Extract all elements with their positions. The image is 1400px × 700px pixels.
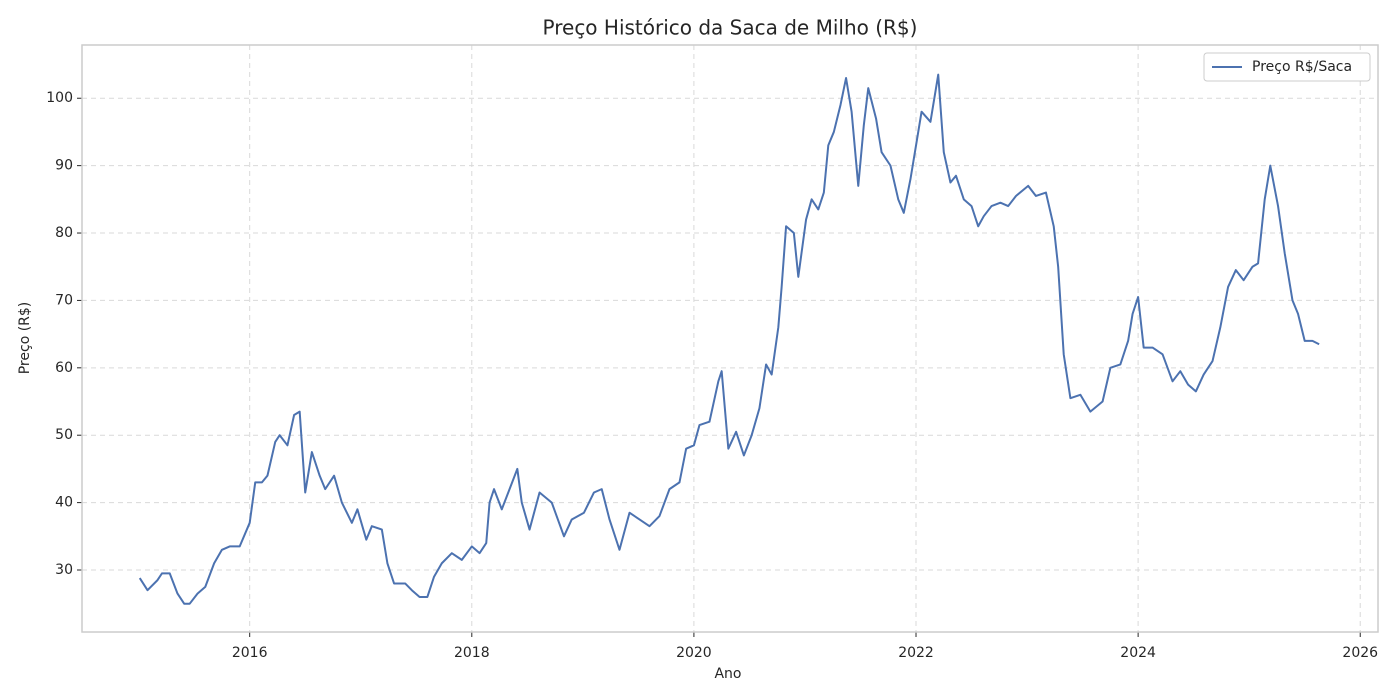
y-tick-label: 50: [55, 427, 73, 443]
plot-frame: [81, 44, 1379, 633]
y-tick-label: 100: [46, 90, 73, 106]
legend-label: Preço R$/Saca: [1252, 59, 1352, 75]
y-tick-label: 90: [55, 158, 73, 174]
y-tick-label: 40: [55, 495, 73, 511]
y-tick-label: 60: [55, 360, 73, 376]
y-tick-label: 30: [55, 562, 73, 578]
x-tick-label: 2022: [898, 645, 934, 661]
chart-title: Preço Histórico da Saca de Milho (R$): [543, 16, 918, 40]
x-tick-label: 2018: [454, 645, 490, 661]
legend-box: [1203, 52, 1371, 82]
y-axis-label: Preço (R$): [17, 302, 33, 375]
x-tick-label: 2016: [232, 645, 268, 661]
x-tick-label: 2020: [676, 645, 712, 661]
y-tick-label: 80: [55, 225, 73, 241]
y-tick-label: 70: [55, 292, 73, 308]
x-tick-label: 2026: [1342, 645, 1378, 661]
x-tick-label: 2024: [1120, 645, 1156, 661]
data-line: [138, 73, 1320, 605]
x-axis-label: Ano: [714, 666, 741, 682]
